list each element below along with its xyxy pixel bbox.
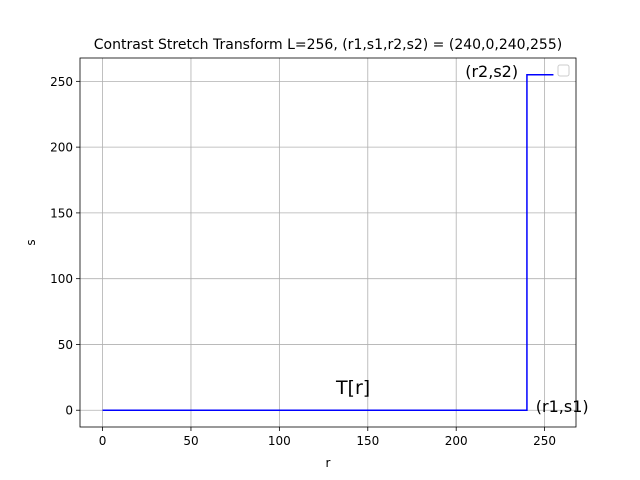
chart-title: Contrast Stretch Transform L=256, (r1,s1… (94, 37, 562, 53)
annotation-label: (r2,s2) (465, 62, 518, 81)
grid (80, 58, 576, 427)
transform-line (102, 74, 554, 411)
y-tick-label: 0 (65, 404, 73, 418)
series-layer (102, 74, 554, 411)
x-tick-label: 50 (183, 434, 198, 448)
y-tick-label: 250 (50, 75, 73, 89)
annotations: (r1,s1) (r2,s2) T[r] (335, 62, 589, 416)
x-tick-label: 0 (99, 434, 107, 448)
y-tick-label: 150 (50, 206, 73, 220)
y-tick-label: 50 (58, 338, 73, 352)
y-tick-label: 200 (50, 141, 73, 155)
y-axis-label: s (24, 239, 38, 245)
x-tick-label: 200 (445, 434, 468, 448)
x-tick-label: 150 (356, 434, 379, 448)
axes-frame (79, 57, 577, 428)
y-tick-label: 100 (50, 272, 73, 286)
ticks: 0 50 100 150 200 250 0 50 100 150 200 250 (50, 75, 556, 448)
annotation-label: (r1,s1) (536, 397, 589, 416)
x-axis-label: r (326, 456, 331, 470)
x-tick-label: 100 (268, 434, 291, 448)
annotation-label: T[r] (335, 377, 370, 399)
legend-box (557, 64, 570, 77)
x-tick-label: 250 (533, 434, 556, 448)
